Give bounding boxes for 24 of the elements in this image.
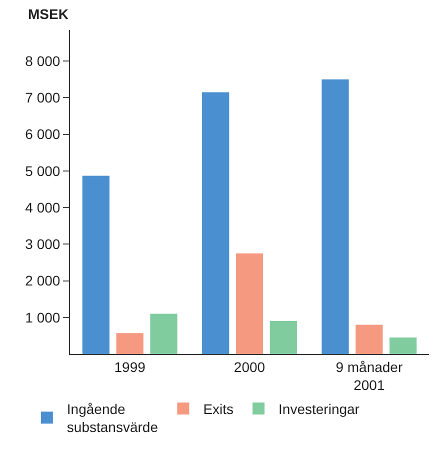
bar: [202, 92, 230, 354]
bar: [322, 79, 349, 354]
bar: [356, 324, 383, 354]
legend-label: Ingående substansvärde: [66, 400, 158, 436]
y-tick-label: 8 000: [25, 53, 60, 70]
y-tick-label: 4 000: [25, 199, 60, 216]
bar: [270, 321, 297, 354]
x-tick-label: 1999: [114, 358, 146, 375]
y-tick-label: 2 000: [25, 272, 60, 289]
bar: [236, 253, 264, 354]
bar: [116, 333, 144, 354]
legend-label: Exits: [203, 400, 234, 417]
bar: [390, 338, 417, 354]
bar: [150, 314, 178, 354]
legend-label: Investeringar: [278, 400, 360, 417]
y-tick-label: 6 000: [25, 126, 60, 142]
bar: [82, 176, 110, 354]
x-tick-label: 2000: [234, 358, 266, 375]
y-tick-label: 1 000: [25, 309, 60, 326]
y-tick-label: 3 000: [25, 236, 60, 252]
y-axis-title: MSEK: [28, 6, 68, 22]
x-tick-label: 9 månader 2001: [336, 358, 403, 393]
y-tick-label: 5 000: [25, 162, 60, 179]
y-tick-label: 7 000: [25, 90, 60, 106]
